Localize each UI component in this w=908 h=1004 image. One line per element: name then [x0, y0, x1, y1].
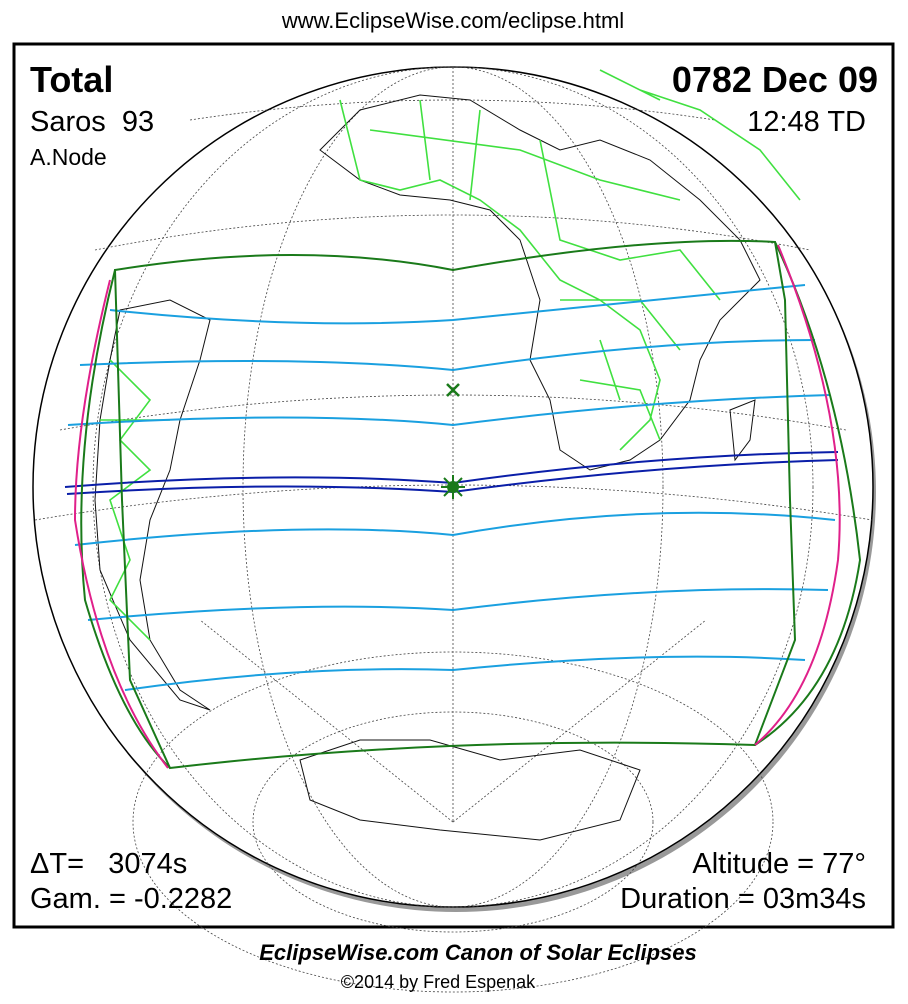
globe — [32, 66, 876, 993]
altitude: Altitude = 77° — [692, 848, 866, 880]
eclipse-path — [64, 239, 862, 770]
footer-title: EclipseWise.com Canon of Solar Eclipses — [259, 940, 697, 965]
eclipse-type: Total — [30, 59, 113, 100]
gamma: Gam. = -0.2282 — [30, 883, 232, 915]
saros: Saros 93 — [30, 106, 154, 138]
copyright: ©2014 by Fred Espenak — [341, 972, 536, 992]
greatest-duration-marker — [446, 383, 460, 397]
delta-t: ΔT= 3074s — [30, 848, 187, 880]
node: A.Node — [30, 144, 107, 170]
coastlines — [94, 94, 761, 841]
greatest-eclipse-marker — [441, 475, 465, 499]
eclipse-date: 0782 Dec 09 — [672, 59, 878, 100]
url: www.EclipseWise.com/eclipse.html — [281, 8, 624, 33]
eclipse-time: 12:48 TD — [747, 106, 866, 138]
duration: Duration = 03m34s — [620, 883, 866, 915]
